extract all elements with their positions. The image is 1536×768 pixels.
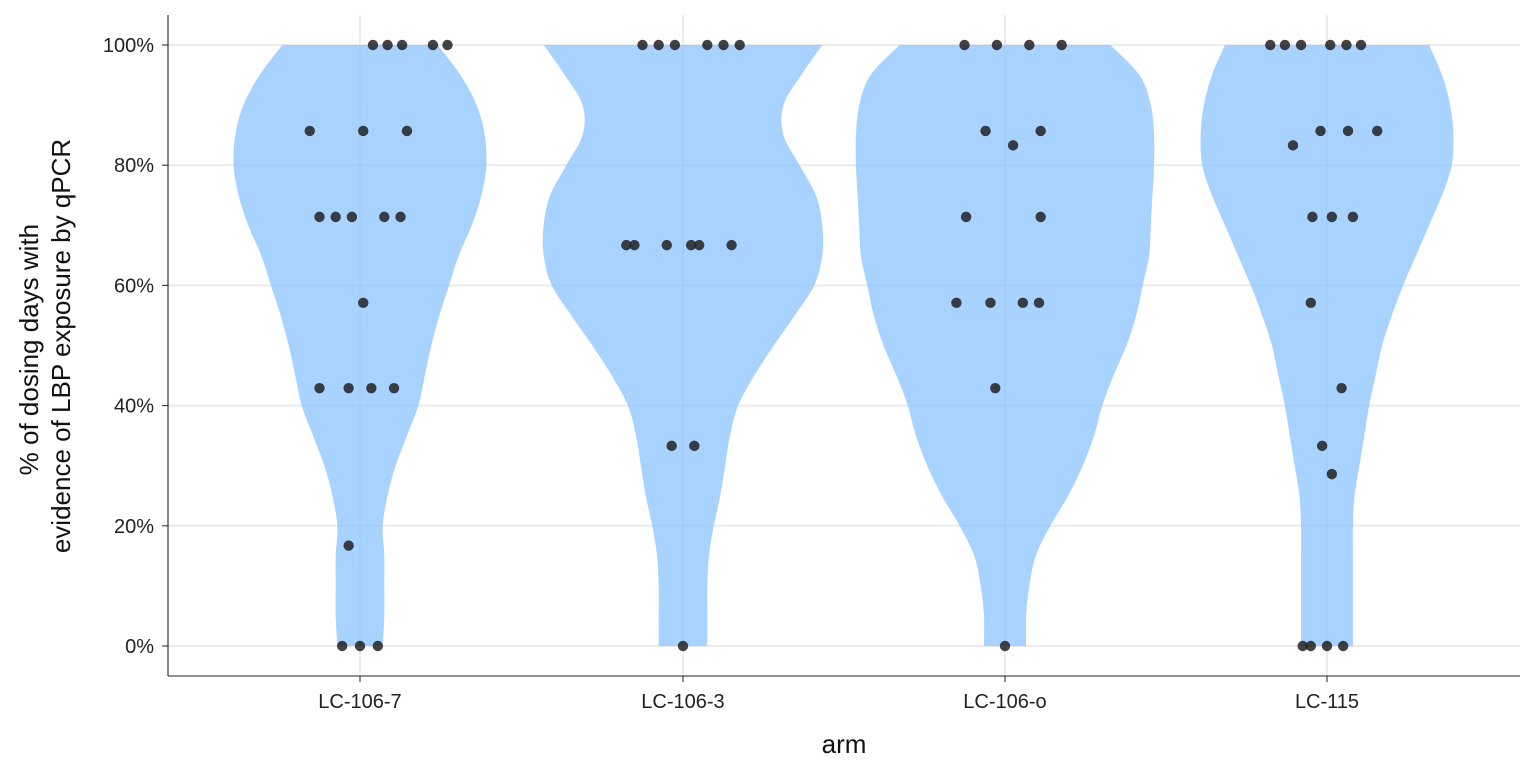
data-point [388,382,400,394]
data-point [629,239,640,251]
data-point [694,239,705,251]
data-point [336,640,348,652]
data-point [1342,125,1354,137]
y-tick-label: 40% [114,396,154,418]
data-point [1347,211,1359,223]
data-point [1325,39,1336,51]
data-point [1279,39,1291,51]
data-point [666,440,677,452]
data-point [427,39,439,51]
data-point [960,211,972,223]
x-axis-title: arm [822,729,867,759]
data-point [330,211,341,223]
data-points [304,39,1383,652]
data-point [1295,39,1307,51]
x-axis-ticks: LC-106-7 LC-106-3 LC-106-o LC-115 [318,676,1359,713]
data-point [999,640,1011,652]
data-point [959,39,970,51]
data-point [1338,640,1349,652]
data-point [1017,297,1029,309]
data-point [442,39,453,51]
data-point [669,39,681,51]
y-axis-title: % of dosing days with evidence of LBP ex… [14,139,76,553]
data-point [980,125,991,137]
data-point [1305,297,1317,309]
data-point [1315,125,1326,137]
data-point [1297,640,1308,652]
data-point [1326,468,1338,480]
y-tick-label: 60% [114,275,154,297]
x-tick-label: LC-106-3 [641,691,724,713]
violins [233,45,1454,646]
y-tick-label: 0% [125,636,154,658]
data-point [382,39,393,51]
data-point [653,39,664,51]
data-point [379,211,390,223]
violin-LC-106-7 [233,45,487,646]
x-tick-label: LC-115 [1295,691,1359,713]
data-point [1056,39,1067,51]
data-point [1336,382,1347,394]
data-point [1326,211,1338,223]
data-point [1355,39,1367,51]
data-point [395,211,406,223]
violin-LC-115 [1200,45,1454,646]
data-point [991,39,1003,51]
data-point [637,39,648,51]
data-point [734,39,745,51]
data-point [1341,39,1352,51]
data-point [1007,140,1019,151]
data-point [304,125,315,137]
data-point [314,211,325,223]
data-point [1287,140,1299,151]
y-tick-label: 100% [103,35,154,57]
data-point [343,540,354,551]
data-point [372,640,384,652]
data-point [677,640,689,652]
data-point [1372,125,1383,137]
x-tick-label: LC-106-7 [318,691,401,713]
data-point [354,640,366,652]
y-tick-label: 20% [114,516,154,538]
data-point [1035,211,1046,223]
data-point [689,440,700,452]
axes [167,15,1520,677]
data-point [1321,640,1333,652]
data-point [718,39,729,51]
data-point [702,39,713,51]
data-point [1024,39,1035,51]
data-point [366,382,377,394]
data-point [358,125,369,137]
data-point [396,39,408,51]
y-axis-title-line-2: evidence of LBP exposure by qPCR [46,139,76,553]
y-axis-title-line-1: % of dosing days with [14,224,44,475]
violin-LC-106-o [855,45,1155,646]
data-point [661,239,672,251]
data-point [1265,39,1276,51]
data-point [1316,440,1328,452]
violin-LC-106-3 [542,45,824,646]
data-point [358,297,369,309]
data-point [1305,640,1317,652]
data-point [401,125,413,137]
x-tick-label: LC-106-o [963,691,1046,713]
data-point [621,239,632,251]
data-point [314,382,325,394]
data-point [346,211,358,223]
y-axis-ticks: 0% 20% 40% 60% 80% 100% [103,35,168,658]
data-point [985,297,996,309]
data-point [367,39,379,51]
data-point [343,382,354,394]
data-point [951,297,962,309]
y-tick-label: 80% [114,155,154,177]
data-point [685,239,697,251]
data-point [990,382,1001,394]
data-point [1307,211,1318,223]
data-point [726,239,737,251]
data-point [1033,297,1045,309]
data-point [1035,125,1046,137]
